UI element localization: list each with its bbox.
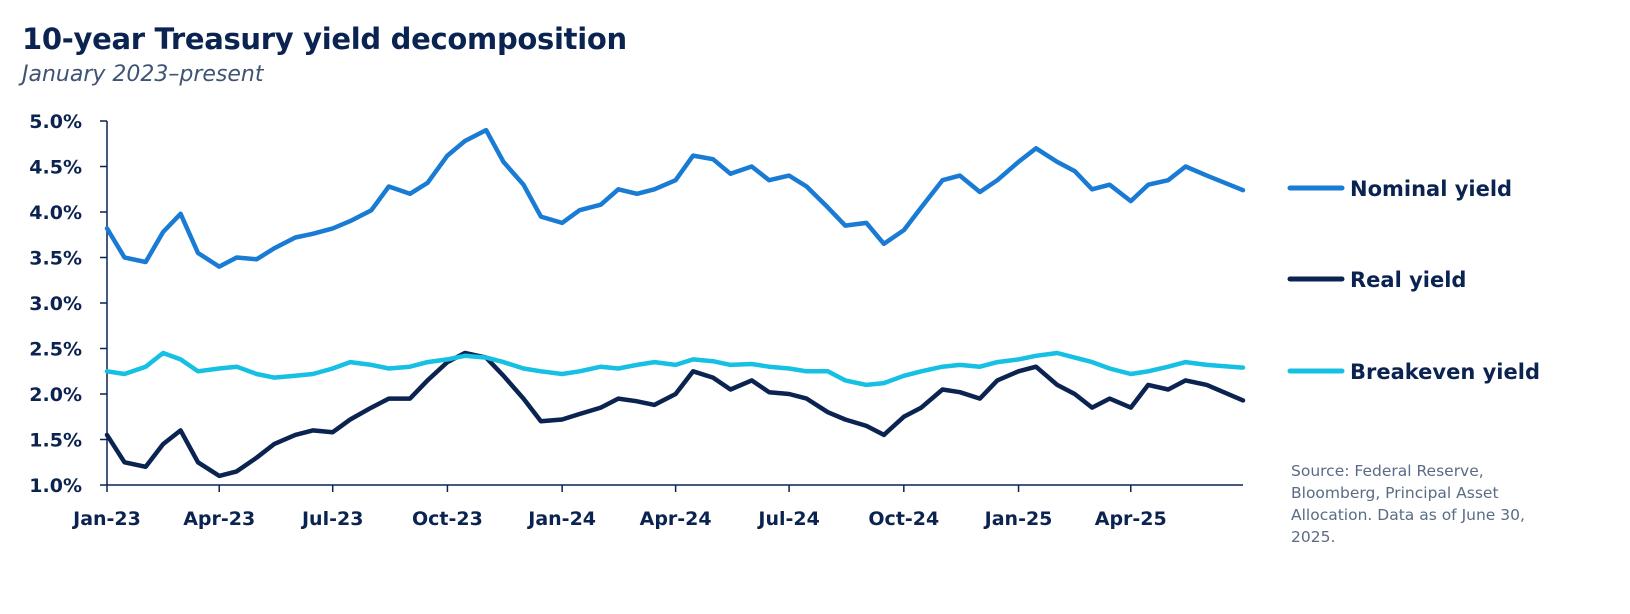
y-tick-label: 2.5%: [29, 339, 82, 361]
x-tick-label: Jan-24: [526, 508, 596, 530]
x-tick-label: Jan-23: [71, 508, 141, 530]
legend-label-0: Nominal yield: [1350, 177, 1512, 201]
y-tick-label: 4.5%: [29, 157, 82, 179]
y-axis: 1.0% 1.5% 2.0% 2.5% 3.0% 3.5% 4.0% 4.5% 5.0%: [29, 111, 108, 497]
y-tick-label: 4.0%: [29, 202, 82, 224]
y-tick-label: 1.5%: [29, 430, 82, 452]
y-tick-label: 1.0%: [29, 475, 82, 497]
chart-subtitle: January 2023–present: [22, 62, 264, 87]
series-lines: [104, 127, 1246, 479]
series-line-0: [104, 127, 1246, 269]
legend-label-2: Breakeven yield: [1350, 360, 1540, 384]
x-tick-label: Apr-25: [1095, 508, 1167, 530]
x-tick-label: Jul-24: [756, 508, 819, 530]
legend-label-1: Real yield: [1350, 268, 1466, 292]
y-tick-label: 2.0%: [29, 384, 82, 406]
series-line-1: [104, 350, 1246, 479]
series-line-2: [104, 350, 1246, 388]
y-tick-label: 3.5%: [29, 248, 82, 270]
x-tick-label: Apr-24: [640, 508, 712, 530]
x-tick-label: Jul-23: [300, 508, 363, 530]
chart-title: 10-year Treasury yield decomposition: [22, 22, 627, 56]
legend: Nominal yield Real yield Breakeven yield: [1287, 177, 1540, 384]
x-tick-label: Apr-23: [183, 508, 255, 530]
source-note: Source: Federal Reserve, Bloomberg, Prin…: [1291, 462, 1525, 546]
y-tick-label: 3.0%: [29, 293, 82, 315]
x-axis: Jan-23 Apr-23 Jul-23 Oct-23 Jan-24 Apr-24 Jul-…: [71, 484, 1243, 530]
x-tick-label: Oct-23: [412, 508, 483, 530]
x-tick-label: Jan-25: [983, 508, 1053, 530]
y-tick-label: 5.0%: [29, 111, 82, 133]
x-tick-label: Oct-24: [868, 508, 939, 530]
